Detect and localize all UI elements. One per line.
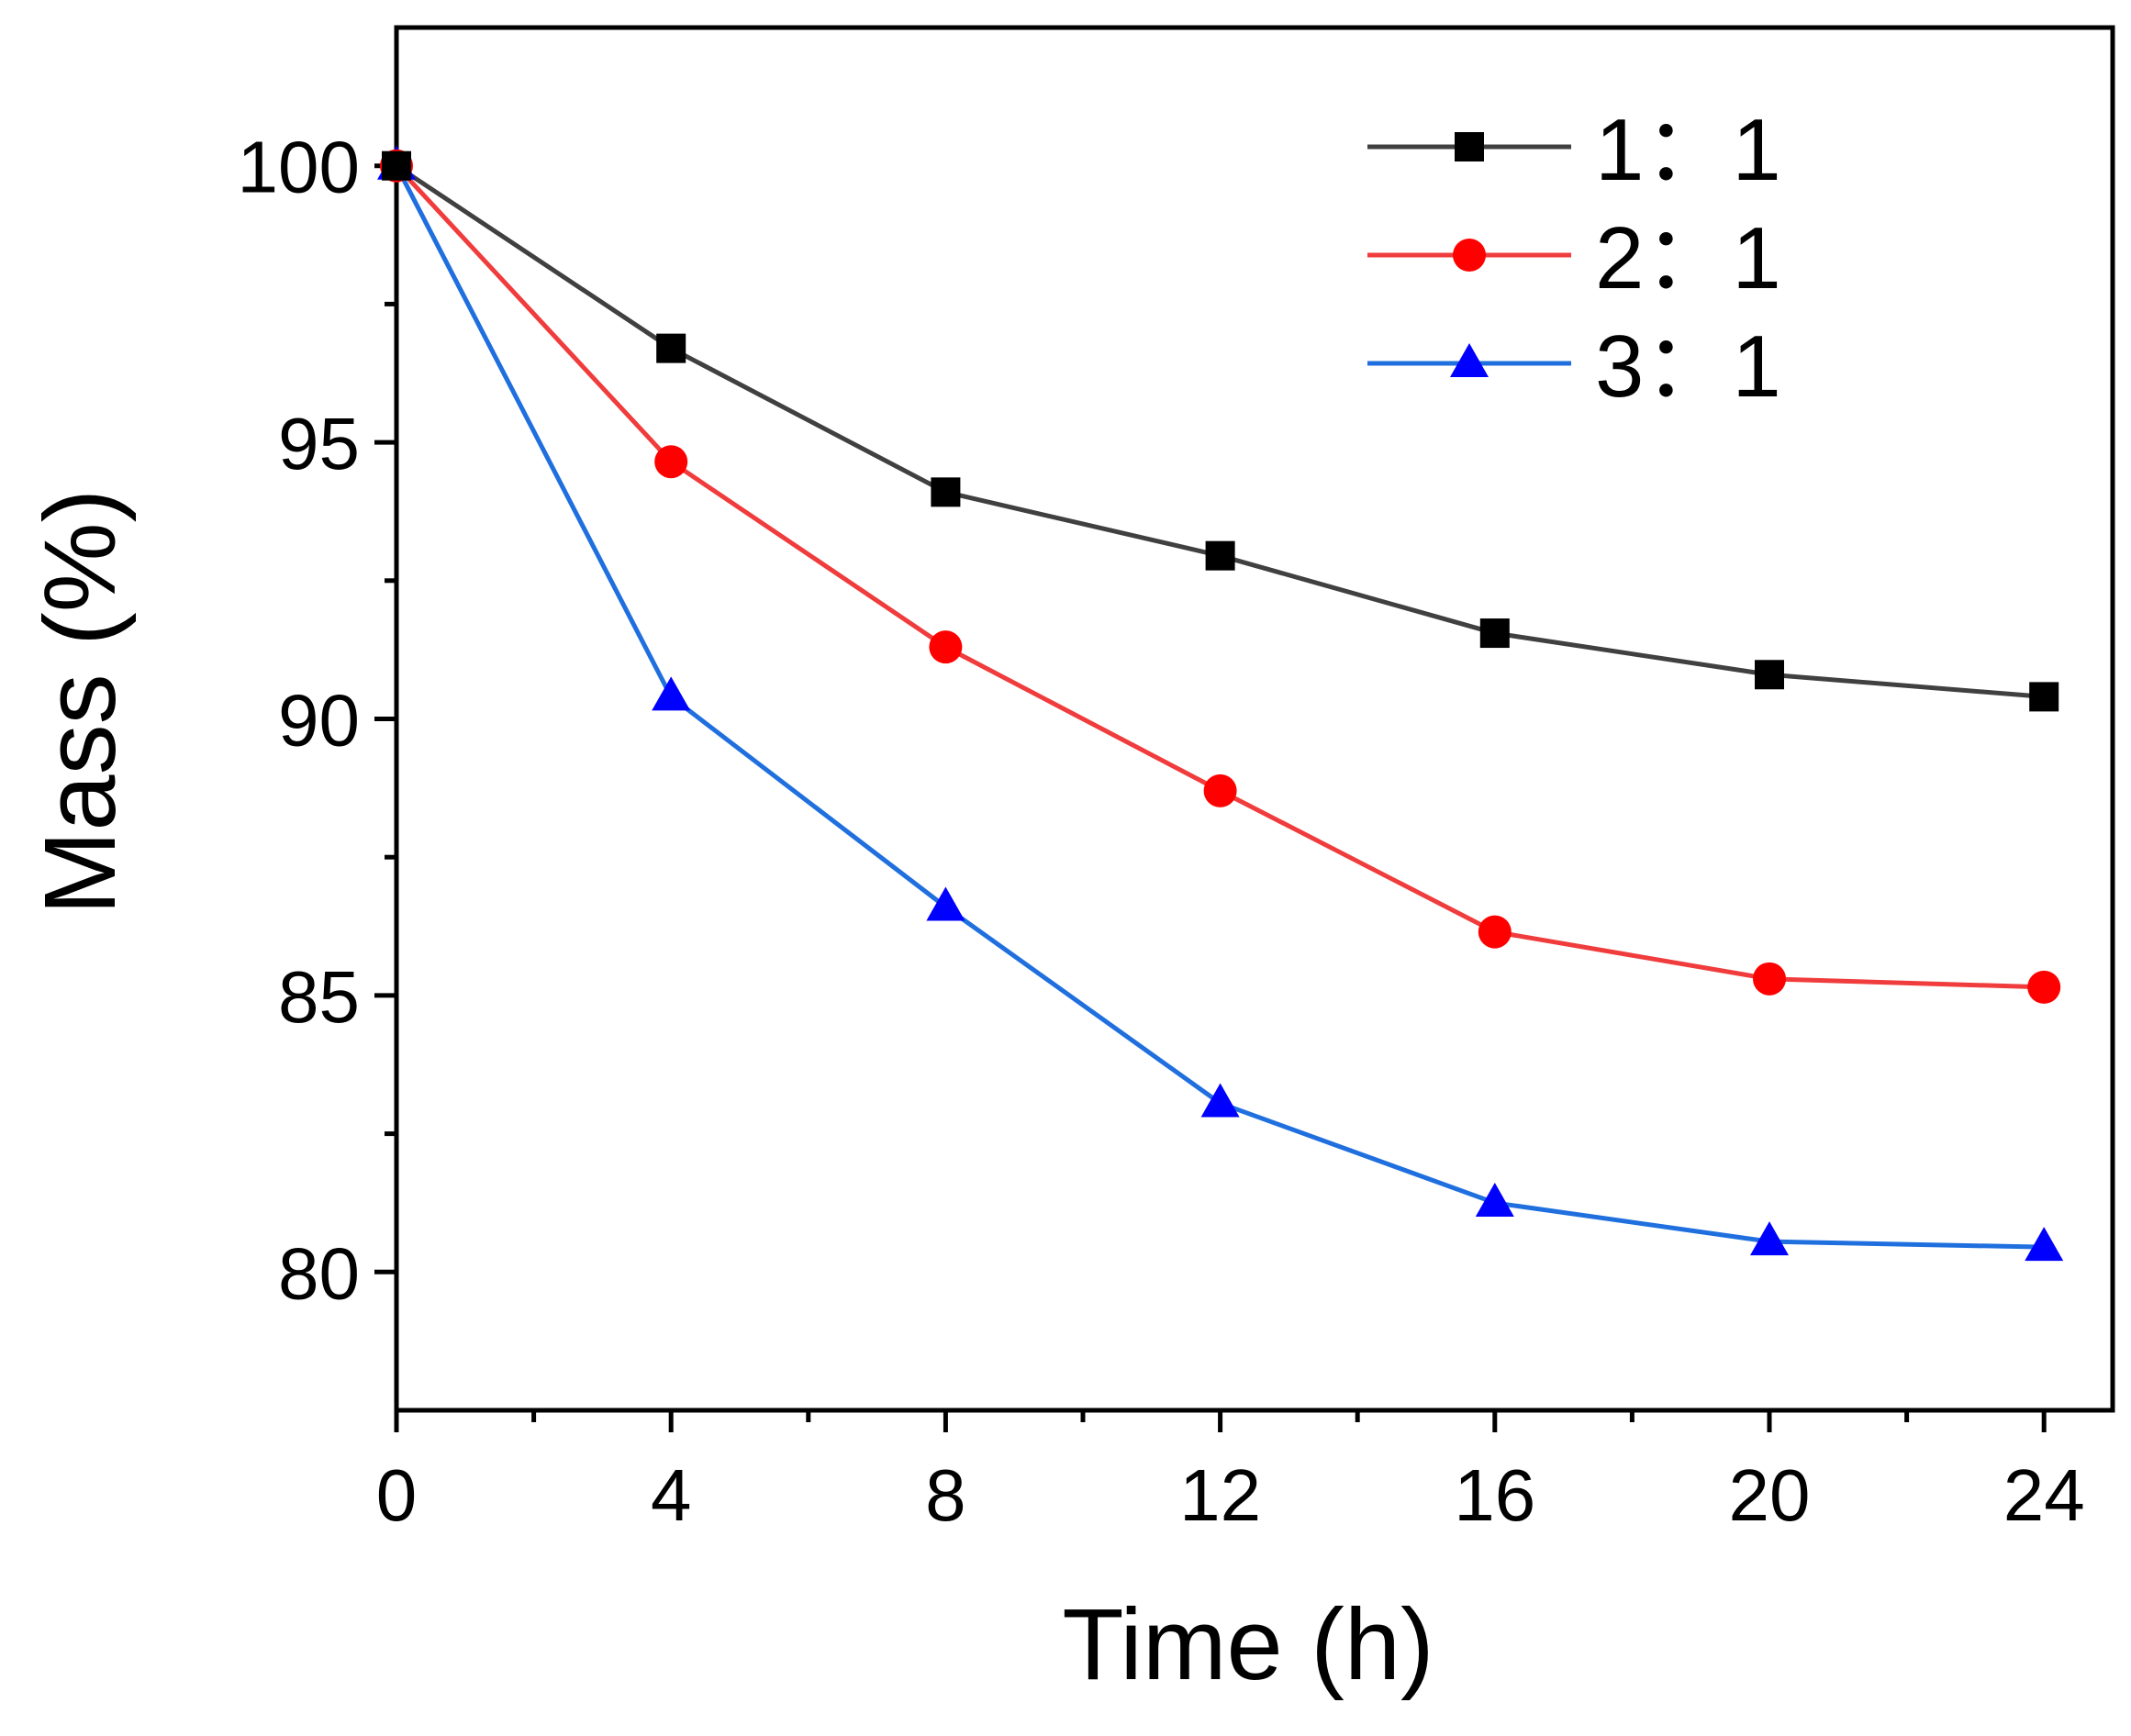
series-1-point: [656, 333, 686, 363]
y-tick-label: 100: [238, 127, 360, 208]
series-1-point: [931, 477, 961, 507]
series-3-point: [1750, 1221, 1789, 1256]
series-1-point: [382, 150, 411, 181]
series-1-point: [1479, 618, 1510, 649]
series-2-point: [1478, 915, 1512, 949]
series-3-point: [652, 676, 691, 711]
legend-label-2: 2：1: [1595, 209, 1781, 307]
series-3-point: [2025, 1227, 2064, 1262]
plot-frame: [394, 25, 2115, 1413]
series-1-point: [1205, 540, 1235, 571]
x-tick-label: 16: [1454, 1454, 1535, 1536]
x-tick-label: 8: [925, 1454, 966, 1536]
legend-marker-3: [1450, 343, 1489, 377]
series-2-point: [654, 445, 688, 479]
x-tick-label: 4: [651, 1454, 692, 1536]
x-tick-label: 24: [2003, 1454, 2085, 1536]
legend-marker-1: [1455, 132, 1484, 161]
x-tick-label: 12: [1179, 1454, 1261, 1536]
series-3-point: [1200, 1083, 1240, 1118]
series-line-2: [395, 163, 2045, 990]
x-tick-label: 20: [1729, 1454, 1811, 1536]
series-3-point: [926, 886, 965, 921]
series-2-point: [1753, 962, 1786, 996]
series-2-point: [2027, 970, 2061, 1004]
series-3-point: [1475, 1182, 1514, 1217]
y-tick-label: 80: [278, 1232, 360, 1314]
legend-label-1: 1：1: [1595, 101, 1781, 199]
y-tick-label: 90: [278, 680, 360, 762]
y-axis-title: Mass (%): [24, 489, 137, 915]
y-tick-label: 95: [278, 403, 360, 484]
x-tick-label: 0: [376, 1454, 418, 1536]
series-2-point: [929, 630, 963, 664]
legend-label-3: 3：1: [1595, 317, 1781, 416]
series-1-point: [2029, 682, 2059, 712]
series-2-point: [1203, 773, 1237, 807]
y-tick-label: 85: [278, 956, 360, 1038]
x-axis-title: Time (h): [1062, 1588, 1434, 1701]
series-1-point: [1755, 660, 1784, 690]
legend-marker-2: [1453, 239, 1486, 272]
